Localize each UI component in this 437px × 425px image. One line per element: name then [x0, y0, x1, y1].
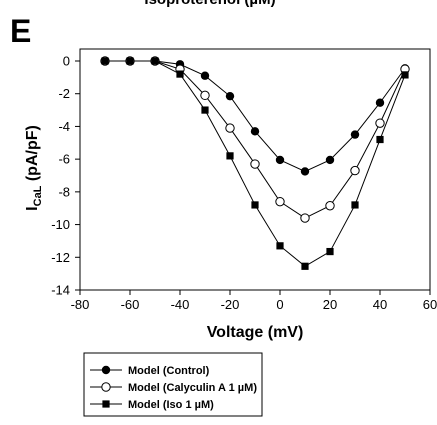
legend-marker: [102, 400, 110, 408]
series-1-point: [275, 155, 285, 165]
series-3-point: [376, 135, 384, 144]
series-2-point: [375, 118, 385, 128]
x-tick-label: -40: [171, 297, 190, 312]
y-tick-label: -8: [58, 184, 70, 199]
x-tick-label: 40: [373, 297, 387, 312]
y-tick-label: -10: [51, 217, 70, 232]
legend-marker: [101, 365, 111, 375]
y-tick-label: -6: [58, 152, 70, 167]
y-axis-title-unit: (pA/pF): [24, 125, 41, 185]
series-2-point: [350, 165, 360, 176]
series-1-point: [250, 127, 260, 136]
x-tick-label: 60: [423, 297, 437, 312]
legend-label: Model (Control): [128, 365, 210, 377]
series-3-point: [151, 57, 159, 65]
x-tick-label: 0: [276, 297, 283, 312]
series-3-point: [176, 70, 184, 78]
series-3-point: [201, 106, 209, 114]
y-tick-label: 0: [63, 54, 70, 69]
y-axis-title-sub: CaL: [32, 185, 44, 206]
legend-box: [83, 352, 263, 417]
top-caption: Isoproterenol (µM): [144, 0, 275, 8]
y-axis-title-main: I: [24, 206, 41, 210]
legend-entries: Model (Control) Model (Calyculin A 1 µM) M…: [90, 365, 257, 411]
x-tick-label: -20: [221, 297, 240, 312]
panel-label: E: [10, 13, 31, 49]
y-axis-title: ICaL (pA/pF): [24, 125, 44, 211]
series-line-2: [105, 60, 406, 219]
x-tick-label: 20: [323, 297, 337, 312]
y-tick-label: -14: [51, 283, 70, 298]
legend: Model (Control) Model (Calyculin A 1 µM) M…: [83, 352, 263, 417]
series-2-point: [250, 159, 260, 169]
series-1-point: [300, 167, 310, 176]
legend-marker: [101, 382, 111, 392]
x-tick-label: -80: [71, 297, 90, 312]
x-axis-title: Voltage (mV): [207, 324, 304, 341]
series-2-point: [325, 201, 335, 211]
series-3-point: [126, 57, 134, 65]
series-1-point: [375, 98, 385, 107]
series-3-point: [226, 152, 234, 160]
series-1-point: [350, 130, 360, 139]
series-2-point: [200, 90, 210, 101]
legend-label: Model (Calyculin A 1 µM): [128, 382, 257, 394]
x-tick-label: -60: [121, 297, 140, 312]
series-3-point: [326, 247, 334, 256]
series-2-point: [225, 123, 235, 133]
series-3-point: [351, 201, 359, 209]
series-1-point: [200, 71, 210, 80]
series-1-point: [225, 91, 235, 101]
series-line-1: [105, 60, 406, 172]
series-2-point: [300, 213, 310, 223]
series-layer: [100, 56, 410, 270]
y-tick-label: -2: [58, 86, 70, 101]
legend-label: Model (Iso 1 µM): [128, 399, 214, 411]
series-2-point: [275, 196, 285, 207]
y-tick-label: -12: [51, 250, 70, 265]
series-1-point: [325, 155, 335, 165]
axes-layer: -80 -60 -40 -20 0 20 40 60 0 -2 -4 -6 -8 -10 -12 -14: [51, 54, 437, 313]
series-3-point: [276, 242, 284, 250]
series-3-point: [301, 262, 309, 270]
series-3-point: [101, 57, 109, 65]
series-3-point: [401, 71, 409, 79]
y-tick-label: -4: [58, 119, 70, 134]
series-3-point: [251, 201, 259, 209]
plot-frame: [79, 48, 431, 291]
